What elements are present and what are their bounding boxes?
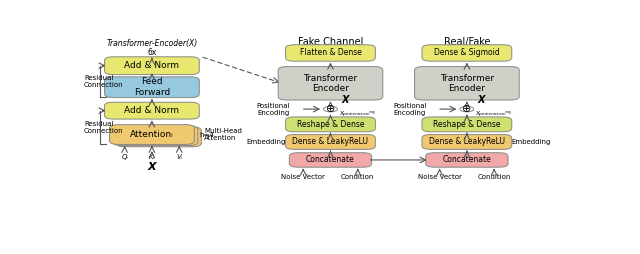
FancyBboxPatch shape <box>422 135 512 149</box>
FancyBboxPatch shape <box>426 153 508 167</box>
FancyBboxPatch shape <box>285 45 376 61</box>
FancyBboxPatch shape <box>285 117 376 132</box>
Text: X: X <box>478 95 485 105</box>
Text: ⊕: ⊕ <box>462 104 472 114</box>
FancyBboxPatch shape <box>104 77 199 98</box>
FancyBboxPatch shape <box>278 67 383 100</box>
Text: Add & Norm: Add & Norm <box>124 61 179 70</box>
Text: Transformer-Encoder(X): Transformer-Encoder(X) <box>106 39 198 48</box>
Circle shape <box>324 106 337 112</box>
Text: Reshape & Dense: Reshape & Dense <box>433 120 500 129</box>
Text: Embedding: Embedding <box>511 139 551 145</box>
Text: Concatenate: Concatenate <box>442 155 492 164</box>
Text: Transformer
Encoder: Transformer Encoder <box>440 74 494 93</box>
Text: 6x: 6x <box>147 48 157 57</box>
Text: Residual
Connection: Residual Connection <box>84 121 124 134</box>
Text: Noise Vector: Noise Vector <box>281 174 325 180</box>
Text: Feed
Forward: Feed Forward <box>134 77 170 97</box>
FancyBboxPatch shape <box>422 45 512 61</box>
Text: Noise Vector: Noise Vector <box>418 174 461 180</box>
Circle shape <box>460 106 474 112</box>
Text: Attentionᵢ: Attentionᵢ <box>130 130 174 139</box>
FancyBboxPatch shape <box>109 125 195 145</box>
FancyBboxPatch shape <box>104 57 199 75</box>
Text: Dense & LeakyReLU: Dense & LeakyReLU <box>429 137 505 147</box>
FancyBboxPatch shape <box>285 135 376 149</box>
FancyBboxPatch shape <box>113 126 198 146</box>
Text: Positional
Encoding: Positional Encoding <box>393 103 427 116</box>
Text: Reshape & Dense: Reshape & Dense <box>297 120 364 129</box>
Text: Kᵢ: Kᵢ <box>149 154 155 160</box>
Text: Xₚₑₘₑₙₙₑₓₙᵢⁿᵍ: Xₚₑₘₑₙₙₑₓₙᵢⁿᵍ <box>339 112 375 116</box>
Text: Qᵢ: Qᵢ <box>121 154 128 160</box>
Text: Add & Norm: Add & Norm <box>124 106 179 115</box>
Text: Residual
Connection: Residual Connection <box>84 75 124 88</box>
Text: Embedding: Embedding <box>246 139 285 145</box>
Text: Flatten & Dense: Flatten & Dense <box>300 49 362 57</box>
Text: Transformer
Encoder: Transformer Encoder <box>303 74 358 93</box>
Text: h=4: h=4 <box>199 132 214 137</box>
FancyBboxPatch shape <box>289 153 372 167</box>
Text: Vᵢ: Vᵢ <box>176 154 182 160</box>
Text: Dense & LeakyReLU: Dense & LeakyReLU <box>292 137 369 147</box>
FancyBboxPatch shape <box>104 102 199 119</box>
Text: Multi-Head
Attention: Multi-Head Attention <box>204 128 242 141</box>
Text: Real/Fake: Real/Fake <box>444 37 490 47</box>
FancyBboxPatch shape <box>415 67 519 100</box>
Text: ⊕: ⊕ <box>326 104 335 114</box>
FancyBboxPatch shape <box>422 117 512 132</box>
Text: Condition: Condition <box>477 174 511 180</box>
Text: Xₚₑₘₑₙₙₑₓₙᵢⁿᵍ: Xₚₑₘₑₙₙₑₓₙᵢⁿᵍ <box>476 112 511 116</box>
Text: Dense & Sigmoid: Dense & Sigmoid <box>434 49 500 57</box>
Text: X: X <box>148 162 156 172</box>
Text: Condition: Condition <box>341 174 374 180</box>
FancyBboxPatch shape <box>116 127 201 147</box>
Text: Concatenate: Concatenate <box>306 155 355 164</box>
Text: Fake Channel: Fake Channel <box>298 37 363 47</box>
Text: X: X <box>341 95 349 105</box>
Text: Positional
Encoding: Positional Encoding <box>257 103 290 116</box>
